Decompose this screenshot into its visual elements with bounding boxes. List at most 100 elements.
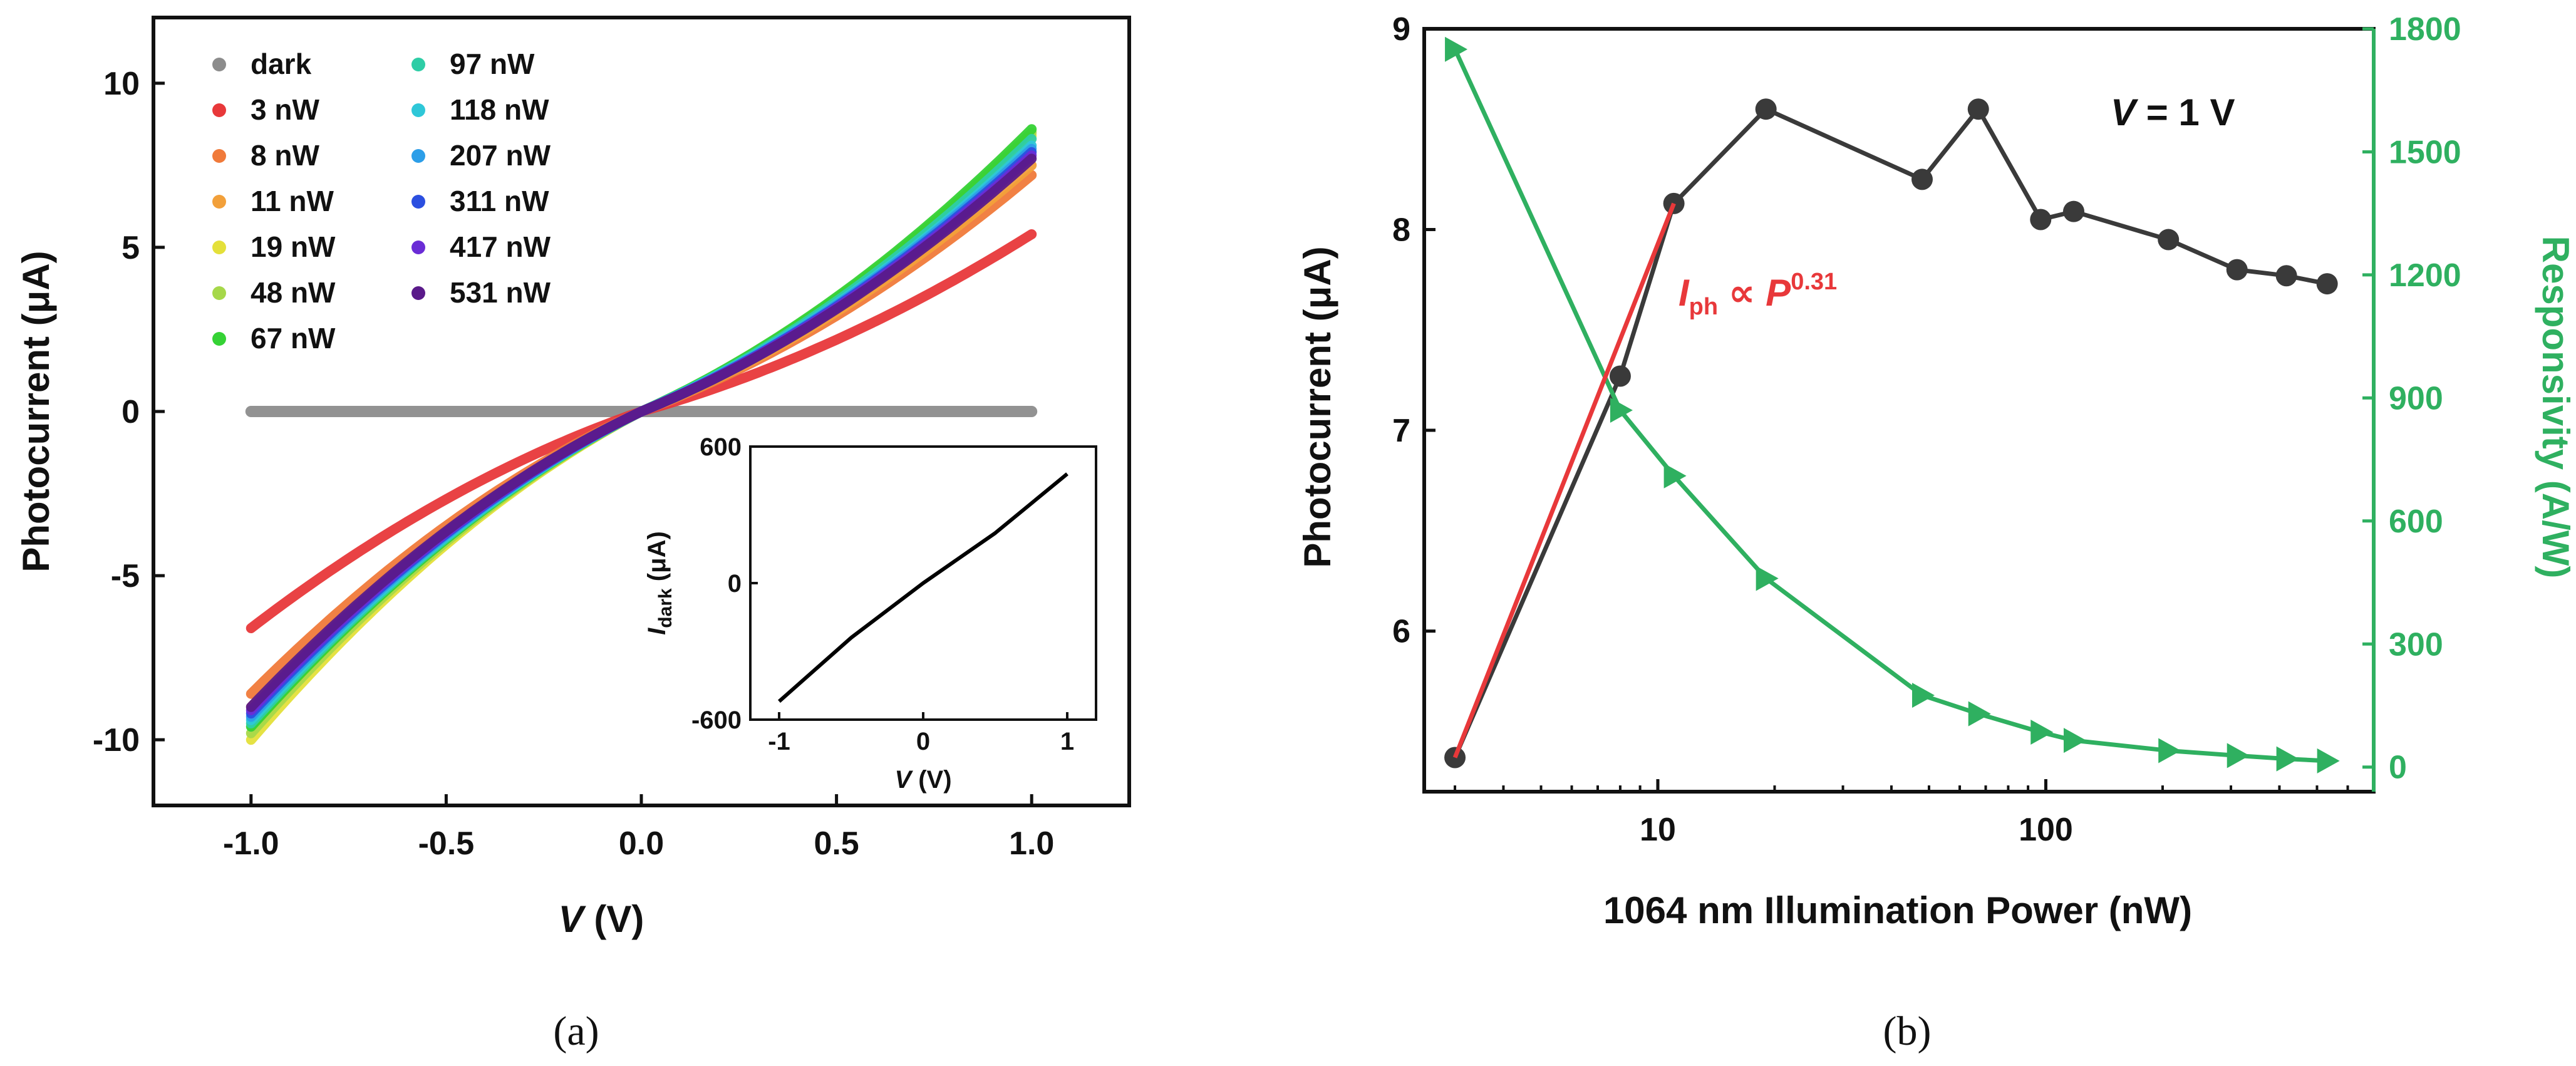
responsivity-line [1452,48,2327,763]
inset-y-axis-label: Idark (μA) [643,531,676,635]
legend-marker [411,241,425,254]
panel-b: 10 100 6 7 8 9 0 300 600 900 1200 1500 1800 1064 nm … [1296,11,2576,1054]
y2-tick-label: 1200 [2389,257,2461,294]
photocurrent-point [1609,365,1631,387]
y-tick-label: 6 [1392,614,1410,650]
panel-b-series-group [1444,36,2340,774]
x-tick-label: 0.5 [814,825,859,862]
inset-x-tick-label: -1 [768,728,790,755]
legend-marker [411,149,425,163]
panel-b-ticks: 10 100 6 7 8 9 0 300 600 900 1200 1500 1800 [1392,11,2461,848]
photocurrent-line [1452,106,2328,758]
y-tick-label: 8 [1392,212,1410,249]
inset-x-tick-label: 1 [1060,728,1074,755]
legend-marker [212,149,226,163]
legend-label: 531 nW [450,276,551,309]
inset-y-tick-label: 600 [700,433,742,461]
legend-label: 311 nW [450,185,549,217]
y-tick-label: 0 [122,394,140,430]
power-law-fit-line [1452,202,1676,758]
y2-tick-label: 600 [2389,504,2443,540]
photocurrent-point [1444,747,1466,768]
x-tick-label: -1.0 [223,825,279,862]
panel-b-x-axis-label: 1064 nm Illumination Power (nW) [1603,889,2192,931]
responsivity-point [1968,701,1991,727]
legend-marker [212,286,226,300]
legend-label: 118 nW [450,93,549,126]
photocurrent-point [2062,200,2084,222]
annotation-bias-voltage: V = 1 V [2111,91,2235,133]
legend-marker [411,103,425,117]
x-tick-label: 0.0 [619,825,664,862]
series-line-531-nw [246,153,1037,712]
responsivity-point [2276,746,2299,772]
panel-a-y-ticks: -10 -5 0 5 10 [93,66,165,758]
legend-marker [411,286,425,300]
annotation-power-law-fit: Iph ∝ P0.31 [1679,269,1837,320]
inset-y-tick-label: 0 [728,570,742,598]
y2-tick-label: 0 [2389,750,2407,786]
photocurrent-point [1967,98,1989,120]
legend-marker [212,58,226,71]
y-tick-label: 7 [1392,413,1410,449]
photocurrent-point [2226,259,2248,281]
inset-x-axis-label: V (V) [894,766,951,794]
panel-a-inset: -1 0 1 -600 0 600 V (V) Idark (μA) [643,433,1097,794]
caption-a: (a) [553,1008,599,1054]
legend-label: 19 nW [251,230,336,263]
y2-tick-label: 900 [2389,380,2443,417]
responsivity-point [2030,720,2054,745]
responsivity-point [2317,748,2340,774]
inset-line [778,472,1068,703]
legend-label: 97 nW [450,48,535,80]
y-tick-label: 5 [122,230,140,266]
panel-a-x-axis-label: V (V) [559,898,644,940]
responsivity-point [1610,398,1633,423]
legend-marker [411,58,425,71]
panel-a-y-axis-label: Photocurrent (μA) [15,251,57,572]
y2-tick-label: 300 [2389,626,2443,663]
inset-x-tick-label: 0 [916,728,930,755]
x-tick-label: 100 [2019,812,2073,848]
y-tick-label: -10 [93,722,140,758]
legend-marker [212,241,226,254]
photocurrent-point [2030,209,2052,230]
responsivity-point [1445,36,1468,62]
panel-a-legend: dark 3 nW 8 nW 11 nW 19 nW 48 nW 67 nW 97 nW 118… [212,48,551,354]
legend-marker [212,103,226,117]
panel-a-x-ticks: -1.0 -0.5 0.0 0.5 1.0 [223,794,1054,862]
legend-label: 48 nW [251,276,336,309]
photocurrent-point [2275,265,2297,287]
photocurrent-point [2316,273,2338,295]
x-tick-label: 10 [1640,812,1676,848]
photocurrent-point [2158,229,2180,251]
legend-marker [212,332,226,346]
legend-label: 207 nW [450,139,551,172]
photocurrent-point [1911,168,1933,190]
legend-marker [212,195,226,209]
legend-label: dark [251,48,312,80]
x-tick-label: -0.5 [418,825,475,862]
responsivity-point [2063,728,2086,753]
panel-a-series-group [245,124,1038,745]
legend-label: 3 nW [251,93,319,126]
caption-b: (b) [1883,1008,1932,1054]
inset-ticks: -1 0 1 -600 0 600 [691,433,1074,755]
responsivity-point [1911,683,1935,708]
responsivity-point [2227,743,2250,768]
legend-label: 67 nW [251,322,336,354]
legend-label: 8 nW [251,139,319,172]
legend-label: 417 nW [450,230,551,263]
responsivity-point [1756,566,1779,591]
photocurrent-point [1755,98,1777,120]
legend-marker [411,195,425,209]
photocurrent-point [1663,192,1685,214]
panel-b-y2-axis-label: Responsivity (A/W) [2535,236,2576,579]
inset-dark-current-line [778,472,1068,703]
y2-tick-label: 1500 [2389,134,2461,170]
responsivity-point [1663,463,1687,489]
inset-y-tick-label: -600 [691,706,742,734]
x-tick-label: 1.0 [1009,825,1054,862]
